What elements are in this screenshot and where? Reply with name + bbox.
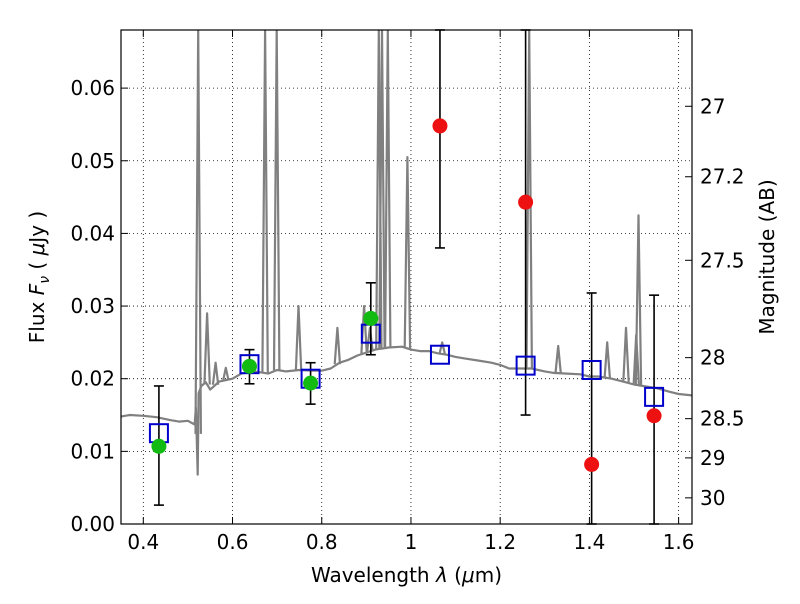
- model-square-marker: [429, 344, 450, 365]
- emission-line-peak: [603, 341, 611, 379]
- model-square-marker: [581, 359, 602, 380]
- plot-frame: [120, 29, 693, 525]
- data-point: [646, 408, 662, 424]
- emission-line-peak: [211, 361, 220, 385]
- x-tick-label: 0.6: [217, 530, 249, 554]
- axes-ticks: 0.4 0.6 0.8 1 1.2 1.4 1.6 0.00 0.01 0.02 0.03 0.04 0…: [70, 30, 745, 554]
- y-tick-label: 0.06: [70, 76, 115, 100]
- right-tick-label: 28: [700, 346, 725, 370]
- emission-line-peak: [525, 30, 533, 369]
- y-tick-label: 0.01: [70, 439, 115, 463]
- series-group: [121, 30, 692, 476]
- x-tick-label: 1.2: [484, 530, 516, 554]
- data-point: [432, 118, 448, 134]
- emission-line-peak: [203, 312, 211, 385]
- right-tick-label: 29: [700, 446, 725, 470]
- marker-group: [148, 29, 665, 525]
- emission-line-peak: [366, 326, 374, 352]
- right-tick-label: 27.2: [700, 165, 745, 189]
- right-tick-label: 27.5: [700, 248, 745, 272]
- emission-line-peak: [384, 30, 392, 348]
- data-point: [151, 438, 167, 454]
- data-point: [584, 456, 600, 472]
- x-tick-label: 1.6: [663, 530, 695, 554]
- y-tick-label: 0.04: [70, 221, 115, 245]
- data-point: [518, 194, 534, 210]
- right-tick-label: 27: [700, 94, 725, 118]
- data-point: [241, 358, 257, 374]
- emission-line-peak: [403, 156, 412, 349]
- x-tick-label: 1: [405, 530, 418, 554]
- right-tick-label: 30: [700, 486, 725, 510]
- x-axis-label: Wavelength λ (μm): [311, 563, 502, 587]
- emission-line-peak: [272, 30, 281, 371]
- emission-line-peak: [438, 341, 446, 355]
- emission-line-peak: [261, 30, 269, 374]
- emission-line-peak: [333, 326, 342, 365]
- emission-line-peak: [554, 344, 562, 374]
- plot-area: [121, 29, 692, 525]
- y-tick-label: 0.00: [70, 512, 115, 536]
- y-axis-label: Flux Fν ( μJy ): [25, 211, 53, 343]
- emission-line-peak: [634, 214, 643, 386]
- y-tick-label: 0.05: [70, 149, 115, 173]
- right-axis-label: Magnitude (AB): [755, 179, 779, 334]
- x-tick-label: 0.8: [306, 530, 338, 554]
- model-square-marker: [515, 355, 536, 376]
- x-tick-label: 0.4: [127, 530, 159, 554]
- emission-line-peak: [622, 326, 630, 383]
- model-square-marker: [644, 386, 665, 407]
- emission-line-peak: [194, 30, 202, 434]
- emission-line-peak: [294, 305, 303, 371]
- data-point: [303, 375, 319, 391]
- emission-line-peak: [378, 30, 386, 349]
- y-tick-label: 0.03: [70, 294, 115, 318]
- data-point: [363, 310, 379, 326]
- right-tick-label: 28.5: [700, 407, 745, 431]
- emission-line-peak: [222, 366, 230, 381]
- x-tick-label: 1.4: [573, 530, 605, 554]
- y-tick-label: 0.02: [70, 367, 115, 391]
